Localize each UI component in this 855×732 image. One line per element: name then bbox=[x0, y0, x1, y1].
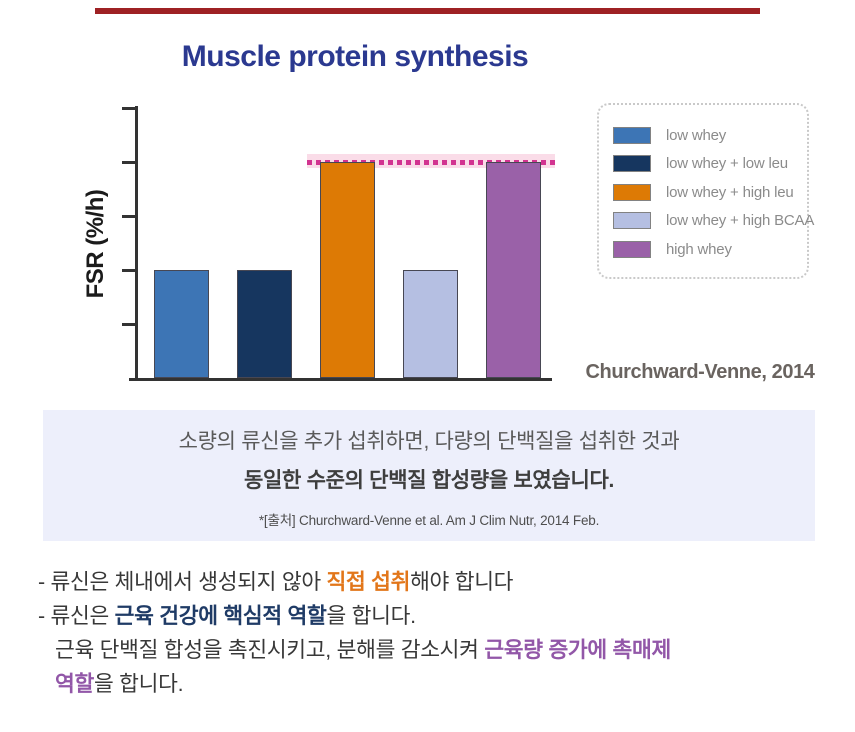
legend-item: low whey + high leu bbox=[613, 178, 807, 207]
bullet-text: 근육 단백질 합성을 촉진시키고, 분해를 감소시켜 bbox=[55, 638, 485, 662]
y-axis-tick bbox=[122, 214, 136, 218]
bullet-line: - 류신은 체내에서 생성되지 않아 직접 섭취해야 합니다 bbox=[38, 565, 838, 599]
bar-high-whey bbox=[486, 162, 541, 378]
y-axis-tick bbox=[122, 106, 136, 110]
x-axis-line bbox=[129, 378, 552, 381]
bullet-notes: - 류신은 체내에서 생성되지 않아 직접 섭취해야 합니다 - 류신은 근육 건… bbox=[38, 565, 838, 701]
highlighted-text: 근육량 증가에 촉매제 bbox=[484, 638, 671, 662]
y-axis-tick bbox=[122, 160, 136, 164]
legend-item: high whey bbox=[613, 235, 807, 264]
chart-title: Muscle protein synthesis bbox=[181, 40, 529, 73]
bullet-line: 근육 단백질 합성을 촉진시키고, 분해를 감소시켜 근육량 증가에 촉매제 bbox=[38, 633, 838, 667]
legend-item: low whey + high BCAA bbox=[613, 207, 814, 236]
callout-line-2: 동일한 수준의 단백질 합성량을 보였습니다. bbox=[243, 468, 615, 492]
callout-line-1: 소량의 류신을 추가 섭취하면, 다량의 단백질을 섭취한 것과 bbox=[178, 429, 680, 453]
bullet-text: 을 합니다. bbox=[93, 672, 184, 696]
legend-swatch bbox=[613, 212, 651, 230]
y-axis-tick bbox=[122, 322, 136, 326]
bar-low-whey-high-leu bbox=[320, 162, 375, 378]
bullet-text: - 류신은 체내에서 생성되지 않아 bbox=[38, 570, 327, 594]
bullet-line: 역할을 합니다. bbox=[38, 667, 838, 701]
bar-low-whey-low-leu bbox=[237, 270, 292, 378]
legend-label: high whey bbox=[666, 240, 732, 258]
chart-legend: low whey low whey + low leu low whey + hig… bbox=[597, 103, 814, 279]
legend-swatch bbox=[613, 183, 651, 201]
legend-swatch bbox=[613, 240, 651, 258]
bar-low-whey-high-BCAA bbox=[403, 270, 458, 378]
legend-item: low whey bbox=[613, 121, 807, 150]
legend-label: low whey + high BCAA bbox=[666, 212, 815, 230]
summary-callout: 소량의 류신을 추가 섭취하면, 다량의 단백질을 섭취한 것과 동일한 수준의… bbox=[43, 410, 815, 541]
bullet-text: 을 합니다. bbox=[326, 604, 416, 628]
legend-swatch bbox=[613, 126, 651, 144]
legend-label: low whey + high leu bbox=[666, 183, 794, 201]
top-divider-rule bbox=[95, 8, 760, 14]
bullet-line: - 류신은 근육 건강에 핵심적 역할을 합니다. bbox=[38, 599, 838, 633]
bullet-text: 해야 합니다 bbox=[410, 570, 514, 594]
highlighted-text: 역할 bbox=[55, 672, 94, 696]
highlighted-text: 직접 섭취 bbox=[326, 570, 411, 594]
y-axis-tick bbox=[122, 268, 136, 272]
bullet-text: - 류신은 bbox=[38, 604, 115, 628]
source-citation: Churchward-Venne, 2014 bbox=[585, 361, 815, 383]
highlighted-text: 근육 건강에 핵심적 역할 bbox=[114, 604, 327, 628]
y-axis-line bbox=[135, 106, 138, 381]
reference-dotted-line bbox=[307, 159, 555, 165]
legend-label: low whey + low leu bbox=[666, 155, 788, 173]
bar-low-whey bbox=[154, 270, 209, 378]
legend-label: low whey bbox=[666, 126, 727, 144]
legend-swatch bbox=[613, 155, 651, 173]
callout-footnote: *[출처] Churchward-Venne et al. Am J Clim … bbox=[258, 512, 600, 528]
legend-item: low whey + low leu bbox=[613, 150, 807, 179]
